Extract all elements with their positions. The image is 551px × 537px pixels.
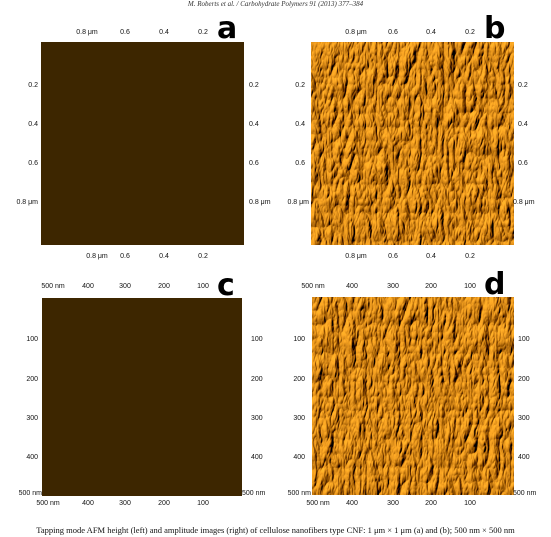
- left-tick: 0.8 μm: [287, 199, 309, 206]
- panel-letter-a: a: [217, 11, 238, 46]
- top-tick: 0.4: [159, 29, 169, 36]
- left-tick: 400: [26, 454, 38, 461]
- bottom-tick: 0.6: [120, 253, 130, 260]
- bottom-tick: 100: [197, 500, 209, 507]
- top-tick: 0.6: [120, 29, 130, 36]
- bottom-tick: 400: [82, 500, 94, 507]
- top-tick: 300: [387, 283, 399, 290]
- top-tick: 100: [197, 283, 209, 290]
- bottom-tick: 0.8 μm: [345, 253, 367, 260]
- afm-image-c: [42, 298, 242, 496]
- top-tick: 500 nm: [41, 283, 65, 290]
- top-tick: 300: [119, 283, 131, 290]
- right-tick: 200: [251, 376, 263, 383]
- afm-image-a: [41, 42, 244, 245]
- top-tick: 500 nm: [301, 283, 325, 290]
- right-tick: 500 nm: [242, 490, 266, 497]
- left-tick: 500 nm: [287, 490, 311, 497]
- left-tick: 100: [293, 336, 305, 343]
- top-tick: 0.6: [388, 29, 398, 36]
- left-tick: 0.2: [295, 82, 305, 89]
- top-tick: 400: [346, 283, 358, 290]
- left-tick: 0.4: [28, 121, 38, 128]
- bottom-tick: 0.2: [465, 253, 475, 260]
- right-tick: 400: [251, 454, 263, 461]
- bottom-tick: 500 nm: [36, 500, 60, 507]
- right-tick: 0.4: [518, 121, 528, 128]
- panel-letter-c: c: [217, 268, 235, 303]
- left-tick: 0.6: [28, 160, 38, 167]
- right-tick: 300: [251, 415, 263, 422]
- bottom-tick: 200: [158, 500, 170, 507]
- top-tick: 0.8 μm: [345, 29, 367, 36]
- left-tick: 300: [26, 415, 38, 422]
- afm-image-b: [311, 42, 514, 245]
- bottom-tick: 300: [387, 500, 399, 507]
- top-tick: 0.2: [465, 29, 475, 36]
- bottom-tick: 0.4: [159, 253, 169, 260]
- right-tick: 0.8 μm: [513, 199, 535, 206]
- panel-letter-d: d: [484, 267, 506, 302]
- bottom-tick: 400: [346, 500, 358, 507]
- top-tick: 200: [158, 283, 170, 290]
- right-tick: 100: [251, 336, 263, 343]
- right-tick: 300: [518, 415, 530, 422]
- bottom-tick: 200: [425, 500, 437, 507]
- bottom-tick: 100: [464, 500, 476, 507]
- top-tick: 200: [425, 283, 437, 290]
- right-tick: 400: [518, 454, 530, 461]
- right-tick: 0.2: [518, 82, 528, 89]
- left-tick: 100: [26, 336, 38, 343]
- top-tick: 100: [464, 283, 476, 290]
- left-tick: 0.2: [28, 82, 38, 89]
- left-tick: 500 nm: [18, 490, 42, 497]
- bottom-tick: 0.6: [388, 253, 398, 260]
- bottom-tick: 300: [119, 500, 131, 507]
- right-tick: 0.2: [249, 82, 259, 89]
- bottom-tick: 0.4: [426, 253, 436, 260]
- bottom-tick: 500 nm: [306, 500, 330, 507]
- panel-letter-b: b: [484, 11, 506, 46]
- top-tick: 0.4: [426, 29, 436, 36]
- left-tick: 0.6: [295, 160, 305, 167]
- figure-caption: Tapping mode AFM height (left) and ampli…: [36, 525, 515, 535]
- left-tick: 200: [26, 376, 38, 383]
- top-tick: 0.2: [198, 29, 208, 36]
- top-tick: 400: [82, 283, 94, 290]
- left-tick: 400: [293, 454, 305, 461]
- right-tick: 0.6: [249, 160, 259, 167]
- left-tick: 0.8 μm: [16, 199, 38, 206]
- bottom-tick: 0.2: [198, 253, 208, 260]
- right-tick: 0.4: [249, 121, 259, 128]
- right-tick: 100: [518, 336, 530, 343]
- running-header: M. Roberts et al. / Carbohydrate Polymer…: [187, 0, 364, 8]
- left-tick: 200: [293, 376, 305, 383]
- top-tick: 0.8 μm: [76, 29, 98, 36]
- right-tick: 200: [518, 376, 530, 383]
- right-tick: 0.6: [518, 160, 528, 167]
- bottom-tick: 0.8 μm: [86, 253, 108, 260]
- right-tick: 0.8 μm: [249, 199, 271, 206]
- left-tick: 300: [293, 415, 305, 422]
- left-tick: 0.4: [295, 121, 305, 128]
- afm-image-d: [312, 297, 514, 495]
- right-tick: 500 nm: [513, 490, 537, 497]
